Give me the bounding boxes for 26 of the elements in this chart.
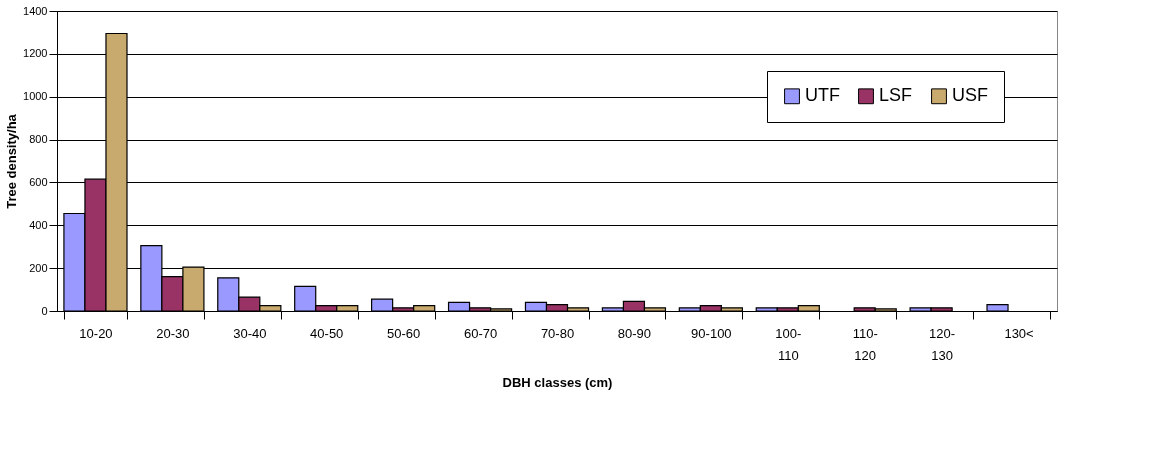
x-tick-label: 30-40: [233, 325, 267, 341]
legend-label: LSF: [879, 85, 913, 106]
y-tick-label: 0: [41, 304, 48, 317]
legend-label: USF: [952, 85, 988, 106]
y-tick-label: 1400: [23, 4, 48, 17]
y-tick-label: 200: [29, 261, 48, 274]
x-tick-label: 50-60: [387, 325, 421, 341]
x-tick-label: 130<: [1004, 325, 1034, 341]
x-tick-label: 70-80: [540, 325, 575, 341]
x-tick-label: 20-30: [156, 325, 190, 341]
x-tick-label: 60-70: [463, 325, 498, 341]
y-tick-label: 1000: [23, 90, 48, 103]
legend-label: UTF: [805, 85, 840, 106]
x-tick-label: 110-120: [852, 325, 878, 363]
x-tick-label: 80-90: [617, 325, 652, 341]
x-axis-title: DBH classes (cm): [502, 374, 613, 390]
x-tick-label: 120-130: [929, 325, 956, 363]
y-tick-label: 1200: [23, 47, 48, 60]
x-tick-label: 100-110: [775, 325, 802, 363]
y-axis-title: Tree density/ha: [4, 113, 20, 209]
y-tick-label: 600: [29, 175, 48, 188]
y-tick-label: 400: [29, 218, 48, 231]
x-tick-label: 40-50: [310, 325, 344, 341]
x-tick-label: 90-100: [691, 325, 732, 341]
x-tick-label: 10-20: [79, 325, 113, 341]
y-tick-label: 800: [29, 133, 48, 146]
